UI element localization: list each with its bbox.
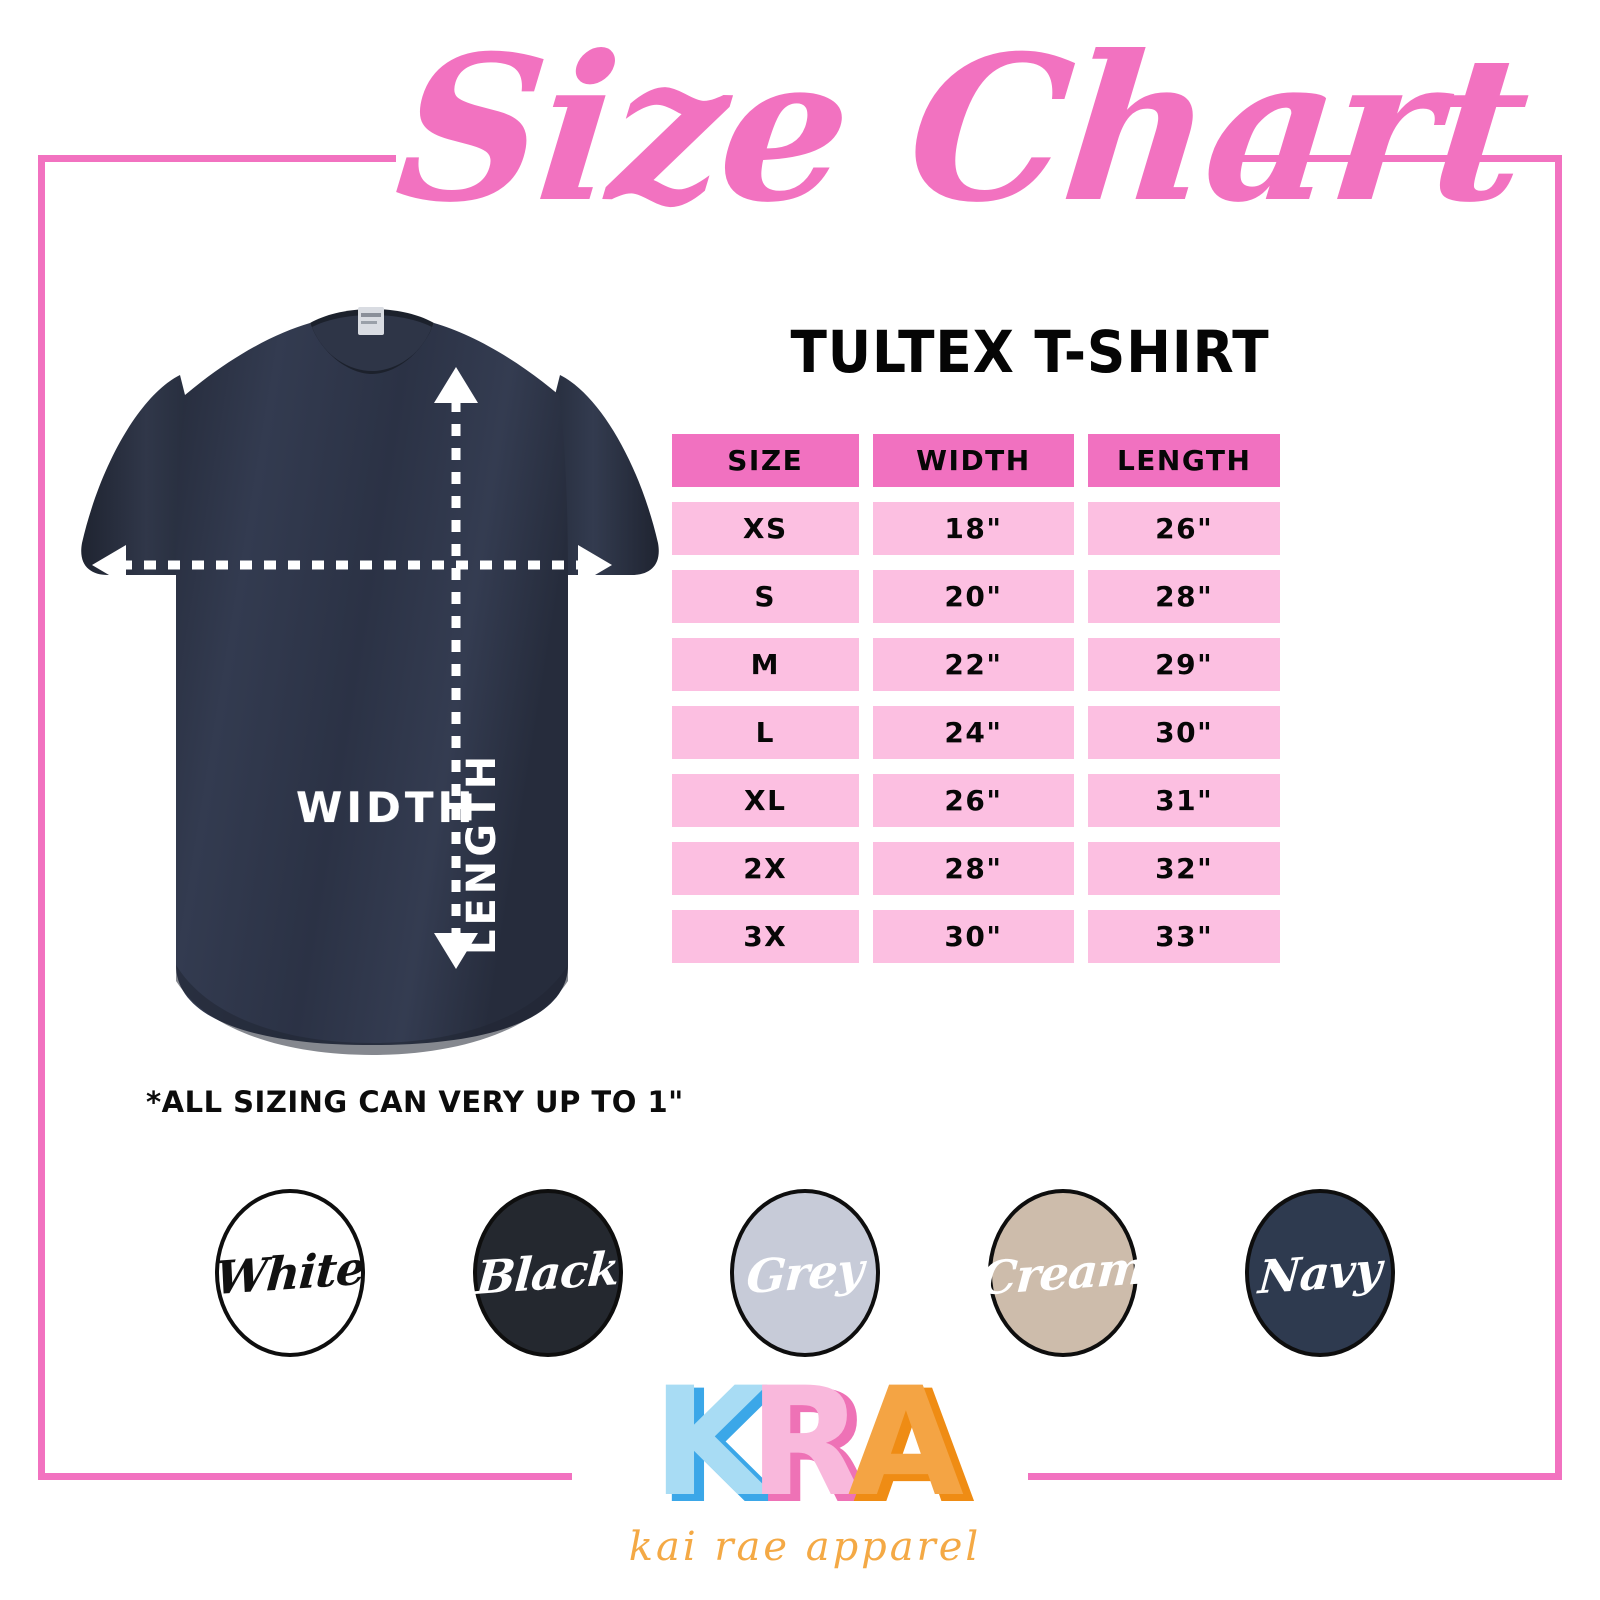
- product-heading: TULTEX T-SHIRT: [790, 318, 1270, 386]
- swatch-label-navy: Navy: [1256, 1241, 1384, 1304]
- color-swatch-white[interactable]: White: [213, 1188, 367, 1357]
- cell-length: 26": [1088, 502, 1280, 555]
- cell-size: L: [672, 706, 859, 759]
- logo-letter-a: A A: [847, 1356, 974, 1535]
- length-measure-label: LENGTH: [459, 751, 505, 955]
- swatch-label-white: White: [213, 1240, 367, 1305]
- column-header-width: WIDTH: [872, 434, 1075, 487]
- logo-letters: K K R R A A: [585, 1356, 1025, 1535]
- cell-width: 20": [872, 570, 1075, 623]
- logo-tagline: kai rae apparel: [628, 1524, 982, 1570]
- frame-top-right-segment: [1213, 155, 1562, 162]
- frame-right-edge: [1555, 155, 1562, 1480]
- page-title-text: Size Chart: [387, 12, 1536, 247]
- table-row: XL 26" 31": [672, 774, 1280, 827]
- tshirt-left-sleeve: [81, 375, 190, 575]
- tshirt-right-sleeve: [550, 375, 659, 575]
- swatch-label-cream: Cream: [978, 1239, 1147, 1306]
- tshirt-collar-inner: [312, 315, 432, 371]
- tshirt-tag-line-1: [361, 313, 381, 317]
- cell-length: 28": [1088, 570, 1280, 623]
- cell-size: S: [672, 570, 859, 623]
- cell-size: M: [672, 638, 859, 691]
- table-row: 3X 30" 33": [672, 910, 1280, 963]
- table-row: 2X 28" 32": [672, 842, 1280, 895]
- logo-letter-k: K K: [652, 1356, 778, 1535]
- width-arrow-left: [92, 545, 126, 585]
- column-header-length: LENGTH: [1088, 434, 1280, 487]
- swatch-label-grey: Grey: [744, 1241, 866, 1304]
- logo-letter-r: R R: [748, 1356, 873, 1535]
- tshirt-tag-line-2: [361, 321, 377, 324]
- color-swatch-navy[interactable]: Navy: [1245, 1188, 1395, 1357]
- frame-bottom-right-segment: [1028, 1473, 1562, 1480]
- cell-width: 24": [872, 706, 1075, 759]
- frame-left-edge: [38, 155, 45, 1480]
- swatch-label-black: Black: [474, 1240, 621, 1305]
- frame-bottom-left-segment: [38, 1473, 572, 1480]
- sizing-disclaimer: *ALL SIZING CAN VERY UP TO 1": [146, 1085, 684, 1119]
- size-table: SIZE WIDTH LENGTH XS 18" 26" S 20" 28" M…: [672, 434, 1280, 963]
- cell-length: 30": [1088, 706, 1280, 759]
- table-row: S 20" 28": [672, 570, 1280, 623]
- cell-width: 22": [872, 638, 1075, 691]
- page-title: Size Chart: [388, 10, 1535, 280]
- brand-logo: K K R R A A kai rae apparel: [585, 1368, 1025, 1583]
- cell-length: 29": [1088, 638, 1280, 691]
- cell-length: 31": [1088, 774, 1280, 827]
- tshirt-hem: [176, 965, 568, 1055]
- table-header-row: SIZE WIDTH LENGTH: [672, 434, 1280, 487]
- table-row: L 24" 30": [672, 706, 1280, 759]
- color-swatch-row: White Black Grey Cream Navy: [213, 1185, 1395, 1360]
- color-swatch-black[interactable]: Black: [472, 1188, 623, 1357]
- cell-width: 26": [872, 774, 1075, 827]
- tshirt-graphic: [81, 307, 659, 1055]
- cell-size: 2X: [672, 842, 859, 895]
- cell-size: XS: [672, 502, 859, 555]
- cell-width: 18": [872, 502, 1075, 555]
- cell-length: 33": [1088, 910, 1280, 963]
- tshirt-illustration: WIDTH LENGTH: [60, 275, 680, 1075]
- table-row: M 22" 29": [672, 638, 1280, 691]
- width-arrow-right: [578, 545, 612, 585]
- column-header-size: SIZE: [672, 434, 859, 487]
- length-arrow-bottom: [434, 933, 478, 969]
- cell-size: 3X: [672, 910, 859, 963]
- tshirt-body: [176, 323, 568, 1045]
- cell-size: XL: [672, 774, 859, 827]
- color-swatch-cream[interactable]: Cream: [978, 1188, 1147, 1357]
- color-swatch-grey[interactable]: Grey: [730, 1188, 880, 1357]
- frame-top-left-segment: [38, 155, 396, 162]
- cell-length: 32": [1088, 842, 1280, 895]
- length-arrow-top: [434, 367, 478, 403]
- width-measure-label: WIDTH: [296, 783, 477, 832]
- cell-width: 28": [872, 842, 1075, 895]
- table-row: XS 18" 26": [672, 502, 1280, 555]
- cell-width: 30": [872, 910, 1075, 963]
